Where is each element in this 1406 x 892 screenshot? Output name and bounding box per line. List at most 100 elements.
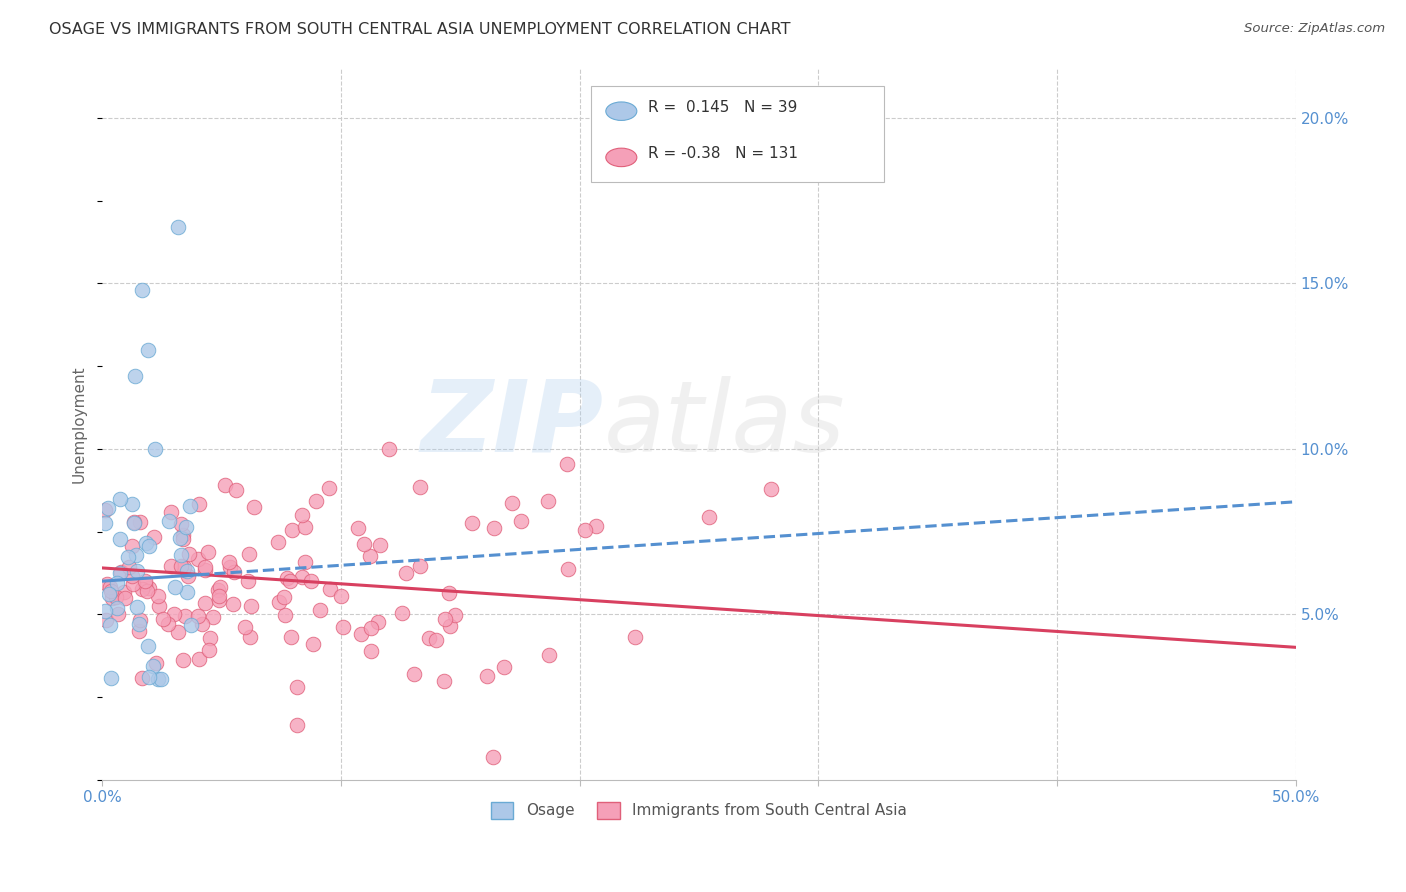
Point [236,574,259,589]
Point [172,532,194,546]
Point [105,575,128,590]
Point [585,518,607,533]
Point [224,565,246,579]
Point [318,481,340,495]
Point [112,585,135,599]
Point [425,633,447,648]
Point [167,220,190,235]
Point [349,626,371,640]
Point [122,577,145,591]
Point [360,621,382,635]
Point [187,608,209,623]
Point [131,283,153,297]
Point [125,549,148,563]
Point [309,603,332,617]
Point [368,538,391,552]
Point [494,660,516,674]
Point [93,516,115,530]
Point [208,592,231,607]
Point [280,630,302,644]
Text: atlas: atlas [603,376,845,473]
Point [146,590,169,604]
Point [135,584,157,599]
Point [98,586,121,600]
Point [128,515,150,529]
Point [124,369,146,384]
Point [129,613,152,627]
Point [117,549,139,564]
Point [437,586,460,600]
Point [170,559,193,574]
Point [409,480,432,494]
Point [138,540,160,554]
Point [197,642,219,657]
Point [172,527,194,541]
Point [163,607,186,622]
Point [501,496,523,510]
Point [143,442,166,456]
Point [222,597,245,611]
Point [167,624,190,639]
Point [94,613,117,627]
Point [170,548,193,562]
Point [359,549,381,563]
Point [180,618,202,632]
Point [114,591,136,605]
Point [433,674,456,689]
Point [174,520,197,534]
Point [378,442,401,456]
Point [285,718,308,732]
FancyBboxPatch shape [592,87,884,182]
Point [100,584,122,599]
Point [537,648,560,662]
Point [125,564,148,578]
Point [391,606,413,620]
Point [294,555,316,569]
Point [194,596,217,610]
Point [100,671,122,685]
Point [291,570,314,584]
Point [367,615,389,629]
Circle shape [606,148,637,167]
Point [299,574,322,588]
Point [148,672,170,686]
Point [697,510,720,524]
Point [319,582,342,597]
Point [330,589,353,603]
Text: R = -0.38   N = 131: R = -0.38 N = 131 [648,146,797,161]
Point [276,571,298,585]
Point [93,604,115,618]
Point [169,531,191,545]
Point [238,547,260,561]
Point [143,531,166,545]
Point [127,600,149,615]
Point [121,568,143,582]
Point [207,582,229,597]
Point [131,582,153,596]
Point [208,580,231,594]
Text: ZIP: ZIP [420,376,603,473]
Point [574,523,596,537]
Point [108,491,131,506]
Point [434,612,457,626]
Point [172,653,194,667]
Point [98,580,121,594]
Point [108,533,131,547]
Point [97,501,120,516]
Point [302,637,325,651]
Point [475,669,498,683]
Point [121,539,143,553]
Point [190,616,212,631]
Point [208,589,231,603]
Point [157,514,180,528]
Point [176,584,198,599]
Point [159,558,181,573]
Point [201,610,224,624]
Point [624,630,647,644]
Point [353,537,375,551]
Point [169,516,191,531]
Point [118,559,141,574]
Point [93,503,115,517]
Point [173,560,195,574]
Point [194,563,217,577]
